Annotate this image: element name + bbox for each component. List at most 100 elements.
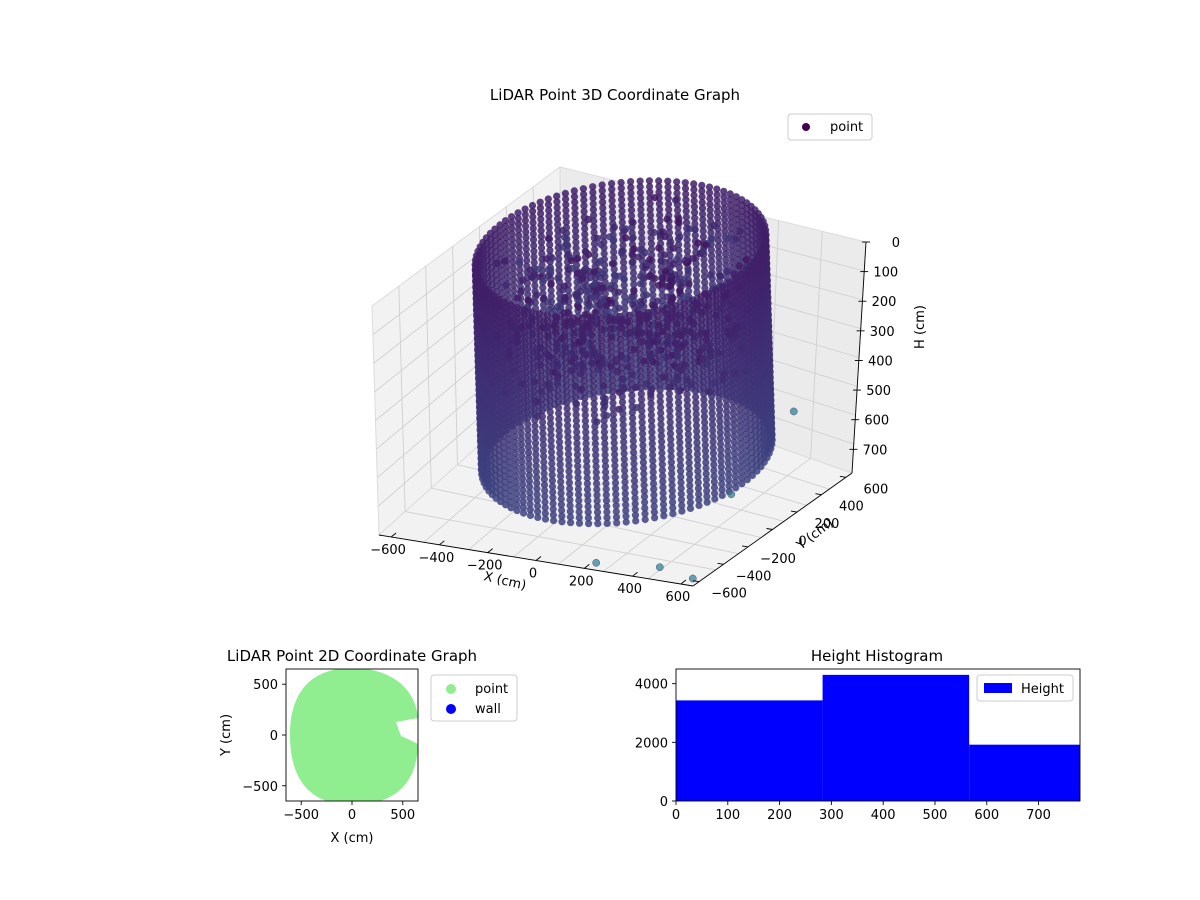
data-point	[607, 319, 615, 327]
data-point	[505, 441, 513, 449]
data-point	[575, 303, 583, 311]
data-point	[648, 440, 656, 448]
data-point	[738, 287, 746, 295]
data-point	[641, 515, 649, 524]
data-point	[661, 233, 669, 241]
z-tick-label: 500	[866, 384, 891, 399]
data-point	[699, 378, 708, 386]
data-point	[532, 456, 540, 464]
data-point	[544, 201, 553, 209]
data-point	[734, 366, 742, 374]
data-point	[645, 348, 654, 356]
data-point	[499, 404, 507, 412]
data-point	[726, 295, 734, 303]
data-point	[562, 218, 570, 226]
data-point	[599, 388, 607, 396]
data-point	[545, 218, 553, 226]
data-point	[566, 490, 574, 498]
x-tick-label-hist: 100	[715, 808, 740, 823]
data-point	[620, 275, 628, 283]
data-point	[543, 317, 552, 325]
data-point	[717, 451, 725, 460]
data-point	[552, 312, 560, 320]
data-point	[549, 511, 558, 519]
data-point	[630, 471, 638, 479]
data-point	[599, 377, 607, 385]
data-point	[667, 452, 675, 461]
data-point	[531, 411, 539, 419]
data-point	[594, 514, 602, 522]
data-point	[721, 345, 729, 353]
data-point	[734, 343, 742, 351]
data-point	[708, 398, 716, 406]
data-point	[509, 258, 517, 266]
data-point	[682, 196, 690, 204]
data-point	[510, 281, 518, 289]
data-point	[711, 489, 719, 497]
data-point	[525, 454, 533, 462]
data-point	[554, 392, 562, 400]
data-point	[646, 182, 654, 191]
data-point	[564, 427, 572, 435]
data-point	[732, 297, 740, 305]
data-point	[654, 306, 662, 314]
data-point	[537, 361, 545, 369]
data-point	[733, 320, 741, 328]
data-point	[648, 422, 656, 430]
data-point	[540, 458, 548, 466]
data-point	[690, 186, 698, 194]
data-point	[590, 240, 599, 248]
data-point	[647, 217, 655, 225]
data-point	[620, 444, 628, 452]
y-tick-label: 0	[798, 535, 806, 550]
data-point	[556, 449, 564, 457]
data-point	[686, 487, 694, 495]
data-point	[646, 354, 654, 362]
data-point	[705, 301, 713, 309]
data-point	[610, 439, 618, 447]
data-point	[701, 278, 709, 286]
data-point	[539, 429, 547, 438]
data-point	[676, 439, 684, 447]
y-tick-mark	[693, 580, 700, 583]
data-point	[521, 317, 529, 325]
data-point	[691, 382, 699, 390]
x-tick-mark	[390, 532, 397, 538]
data-point	[524, 437, 532, 445]
data-point	[737, 468, 746, 476]
data-point	[641, 249, 649, 257]
data-point	[729, 404, 737, 412]
data-point	[517, 441, 526, 449]
data-point	[557, 484, 565, 492]
data-point	[572, 227, 580, 235]
data-point	[727, 347, 736, 355]
data-point	[709, 438, 717, 446]
data-point	[563, 399, 571, 407]
data-point	[499, 415, 507, 423]
data-point	[619, 415, 627, 423]
data-point	[609, 410, 618, 418]
data-point	[726, 284, 734, 292]
data-point	[558, 506, 566, 514]
grid-line	[372, 192, 561, 335]
data-point	[638, 424, 647, 432]
data-point	[714, 236, 723, 245]
legend-2d-label-wall: wall	[475, 702, 501, 717]
data-point	[699, 367, 707, 375]
data-point	[617, 352, 625, 361]
data-point	[606, 313, 615, 321]
data-point	[580, 207, 588, 216]
data-point	[546, 391, 554, 399]
data-point	[665, 378, 673, 386]
data-point	[608, 208, 617, 216]
data-point	[664, 338, 672, 346]
data-point	[617, 178, 625, 187]
data-point	[656, 403, 665, 411]
data-point	[694, 456, 702, 464]
data-point	[726, 290, 734, 298]
data-point	[738, 299, 746, 307]
data-point	[528, 314, 536, 322]
data-point	[578, 314, 586, 322]
data-point	[720, 193, 728, 201]
data-point	[531, 281, 539, 290]
